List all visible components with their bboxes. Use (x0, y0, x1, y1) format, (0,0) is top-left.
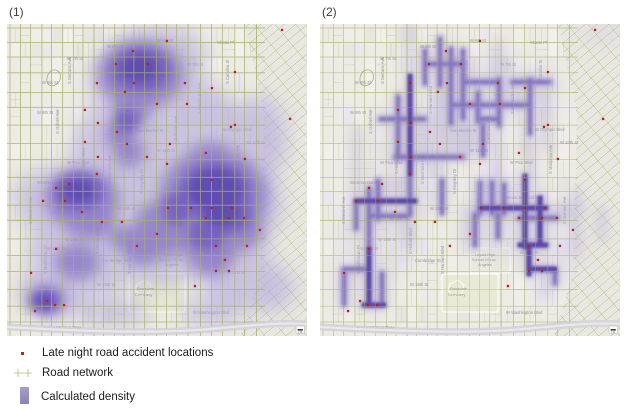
svg-text:Westmoreland: Westmoreland (350, 180, 378, 185)
svg-text:W Pico Blvd: W Pico Blvd (510, 160, 533, 165)
svg-text:S Serrano Ave: S Serrano Ave (380, 56, 385, 84)
svg-text:W 8th St: W 8th St (420, 44, 437, 49)
svg-text:W 7th St: W 7th St (67, 56, 84, 61)
svg-text:W 18th St: W 18th St (410, 282, 429, 287)
svg-text:Cambridge St: Cambridge St (415, 258, 441, 263)
svg-text:W 9th St: W 9th St (350, 110, 367, 115)
svg-text:W 9th St: W 9th St (37, 110, 54, 115)
svg-text:W 9th St: W 9th St (355, 80, 372, 85)
svg-text:Loyola High: Loyola High (475, 253, 495, 257)
svg-text:Angeles: Angeles (478, 263, 492, 267)
svg-text:Cemetery: Cemetery (135, 292, 152, 297)
svg-text:W 7th St: W 7th St (380, 56, 397, 61)
svg-text:S Serrano Ave: S Serrano Ave (67, 56, 72, 84)
svg-text:Rosedale: Rosedale (450, 286, 468, 291)
svg-text:S Ardmore Ave: S Ardmore Ave (486, 115, 491, 144)
svg-text:S Harvard Blvd: S Harvard Blvd (440, 245, 445, 274)
svg-text:S Mariposa Ave: S Mariposa Ave (548, 144, 553, 174)
svg-text:Rosedale: Rosedale (137, 286, 155, 291)
svg-text:W 6th St: W 6th St (470, 38, 487, 43)
svg-text:S Oxford Ave: S Oxford Ave (368, 109, 373, 134)
svg-text:S Oxford Ave: S Oxford Ave (55, 109, 60, 134)
svg-text:S Kingsley Dr: S Kingsley Dr (452, 168, 457, 194)
svg-text:S Catalina St: S Catalina St (225, 59, 230, 84)
svg-text:Cemetery: Cemetery (448, 292, 465, 297)
svg-text:W 9th St: W 9th St (42, 80, 59, 85)
svg-text:School Of Los: School Of Los (472, 258, 496, 262)
